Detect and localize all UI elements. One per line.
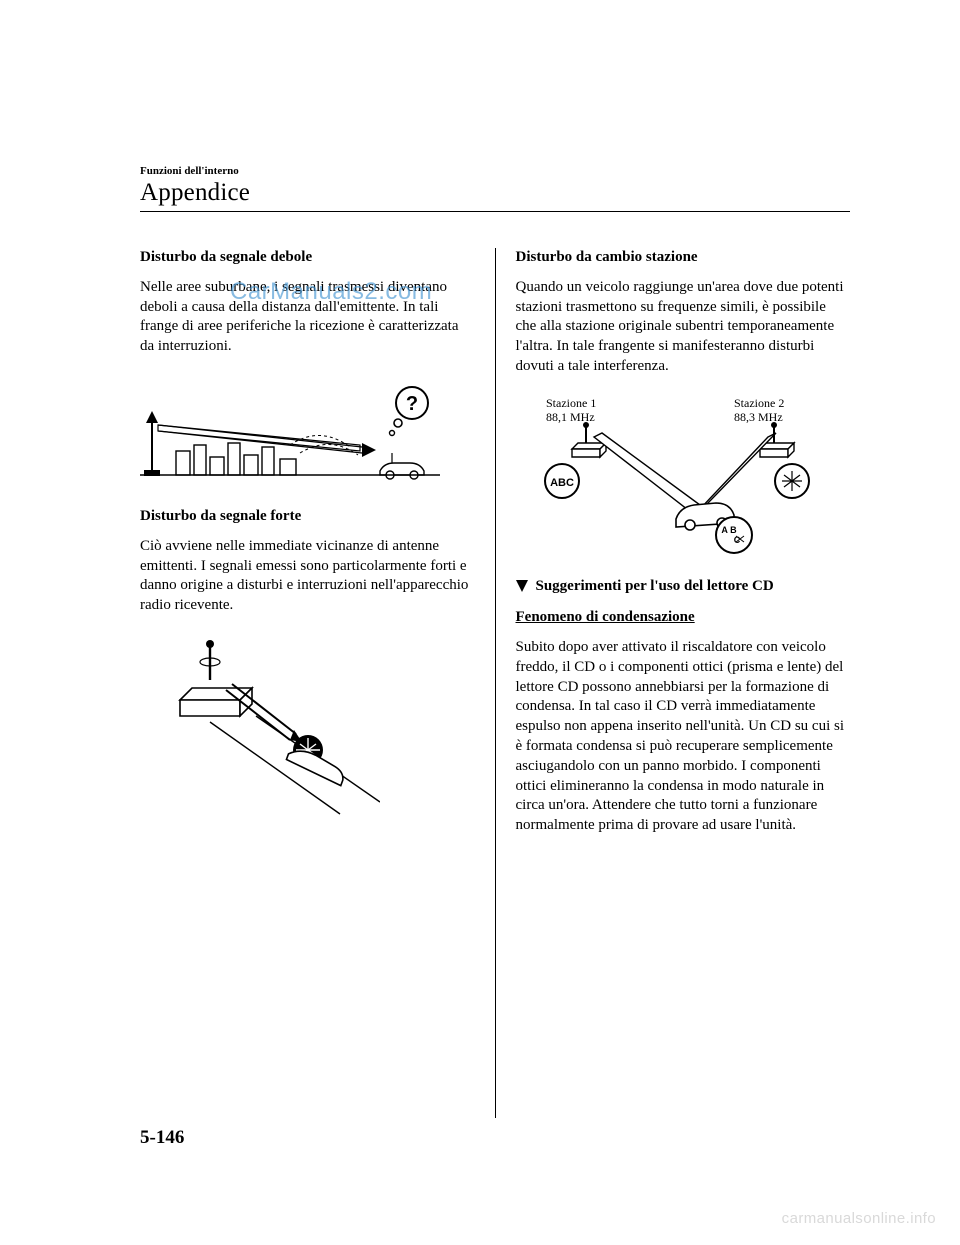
svg-text:ABC: ABC (550, 477, 574, 489)
header-rule (140, 211, 850, 212)
figure-weak-signal: ? (140, 375, 475, 485)
label-freq2: 88,3 MHz (734, 410, 783, 424)
label-freq1: 88,1 MHz (546, 410, 595, 424)
page-number: 5-146 (140, 1127, 184, 1149)
subsection-cd-tips: Suggerimenti per l'uso del lettore CD (516, 577, 851, 597)
svg-text:?: ? (406, 393, 418, 415)
page-header: Funzioni dell'interno Appendice (140, 165, 850, 212)
para-condensation: Subito dopo aver attivato il riscaldator… (516, 638, 851, 836)
para-weak-signal: Nelle aree suburbane, i segnali trasmess… (140, 278, 475, 357)
label-station2: Stazione 2 (734, 396, 784, 410)
figure-strong-signal (140, 634, 475, 824)
content-columns: Disturbo da segnale debole Nelle aree su… (140, 248, 850, 1118)
svg-text:A B: A B (721, 525, 737, 535)
para-strong-signal: Ciò avviene nelle immediate vicinanze di… (140, 537, 475, 616)
figure-station-switch: Stazione 1 88,1 MHz Stazione 2 88,3 MHz (516, 395, 851, 555)
heading-condensation: Fenomeno di condensazione (516, 608, 851, 628)
left-column: Disturbo da segnale debole Nelle aree su… (140, 248, 495, 1118)
subsection-title: Suggerimenti per l'uso del lettore CD (536, 577, 774, 597)
label-station1: Stazione 1 (546, 396, 596, 410)
header-category: Funzioni dell'interno (140, 165, 850, 177)
triangle-bullet-icon (516, 580, 528, 592)
para-station-switch: Quando un veicolo raggiunge un'area dove… (516, 278, 851, 377)
header-title: Appendice (140, 179, 850, 207)
heading-weak-signal: Disturbo da segnale debole (140, 248, 475, 268)
heading-strong-signal: Disturbo da segnale forte (140, 507, 475, 527)
footer-source: carmanualsonline.info (782, 1210, 936, 1227)
manual-page: CarManuals2.com Funzioni dell'interno Ap… (0, 0, 960, 1245)
right-column: Disturbo da cambio stazione Quando un ve… (496, 248, 851, 1118)
heading-station-switch: Disturbo da cambio stazione (516, 248, 851, 268)
